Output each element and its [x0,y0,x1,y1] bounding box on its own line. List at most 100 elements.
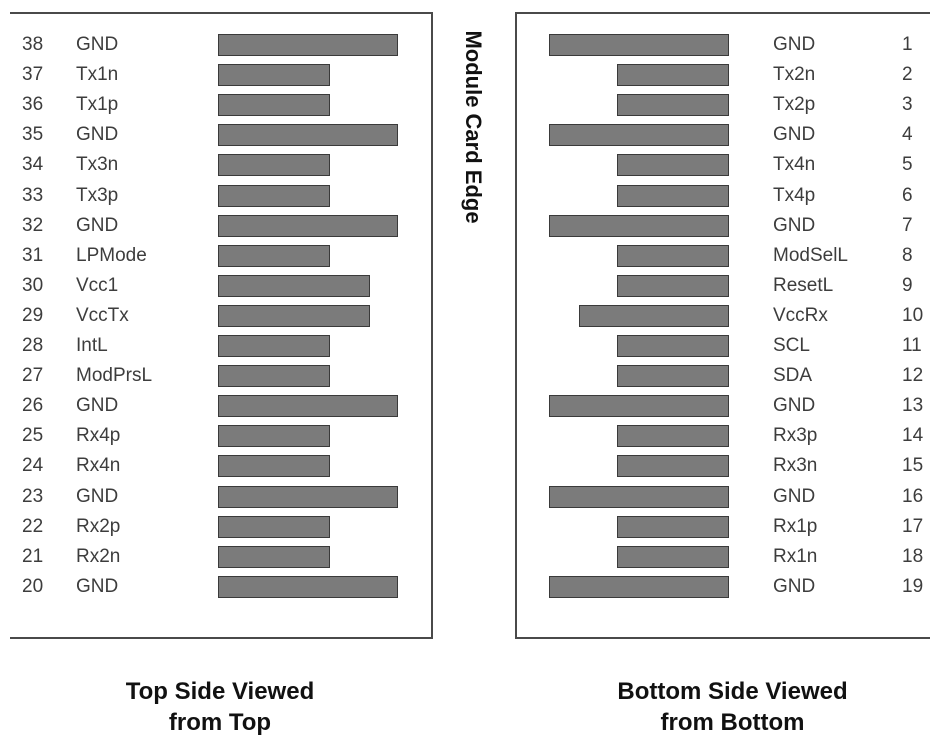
pin-signal: Tx4n [773,154,816,176]
contact-pad [218,184,330,207]
pin-signal: Tx3p [76,184,119,206]
pin-number: 26 [22,395,44,417]
pin-signal: ModPrsL [76,365,153,387]
pin-signal: GND [76,395,119,417]
contact-pad [218,485,398,508]
top-pin-row: 20 GND [10,572,431,602]
top-pin-row: 32 GND [10,211,431,241]
pin-number: 7 [902,214,913,236]
pin-signal: ModSelL [773,244,848,266]
top-pin-row: 30 Vcc1 [10,271,431,301]
pin-number: 22 [22,515,44,537]
pin-signal: GND [76,485,119,507]
contact-pad [218,124,398,147]
pin-number: 36 [22,94,44,116]
pin-number: 18 [902,545,924,567]
contact-pad [218,515,330,538]
bottom-pin-row: Tx4p 6 [517,181,930,211]
contact-pad [617,64,729,87]
pin-signal: GND [76,124,119,146]
bottom-pin-row: GND 1 [517,30,930,60]
pin-signal: Tx1n [76,64,119,86]
bottom-pin-row: SDA 12 [517,361,930,391]
contact-pad [617,545,729,568]
edge-label-text: Module Card Edge [461,30,486,224]
pin-signal: GND [773,395,816,417]
top-pin-row: 21 Rx2n [10,542,431,572]
top-pin-row: 27 ModPrsL [10,361,431,391]
top-pin-row: 34 Tx3n [10,150,431,180]
bottom-pin-row: GND 19 [517,572,930,602]
pin-signal: SCL [773,335,810,356]
bottom-side-panel: GND 1 Tx2n 2 Tx2p 3 GND 4 Tx4n 5 Tx4p 6 GND 7 ModSelL 8… [515,12,930,639]
pin-number: 8 [902,244,913,266]
pin-number: 24 [22,455,44,477]
pin-number: 33 [22,184,44,206]
pin-signal: GND [773,34,816,55]
pin-signal: GND [773,485,816,507]
bottom-pin-row: GND 7 [517,211,930,241]
contact-pad [218,214,398,237]
pin-number: 4 [902,124,913,146]
top-side-caption: Top Side Viewed from Top [40,676,400,738]
top-caption-line2: from Top [168,709,272,736]
pin-signal: Tx2n [773,64,816,86]
pin-number: 19 [902,575,924,597]
pin-number: 32 [22,214,44,236]
top-pin-row: 31 LPMode [10,241,431,271]
pin-signal: GND [773,214,816,236]
pin-number: 15 [902,455,924,477]
contact-pad [218,335,330,357]
pin-signal: Tx2p [773,94,816,116]
contact-pad [218,545,330,568]
pin-signal: Tx4p [773,184,816,206]
pin-number: 20 [22,575,44,597]
pin-number: 14 [902,425,924,447]
contact-pad [549,395,729,418]
contact-pad [617,94,729,117]
pin-number: 2 [902,64,913,86]
pin-number: 10 [902,304,924,326]
top-pin-row: 23 GND [10,482,431,512]
pin-signal: GND [76,34,119,55]
contact-pad [549,575,729,598]
pin-number: 28 [22,335,44,356]
contact-pad [218,304,370,327]
pin-number: 17 [902,515,924,537]
bottom-pin-row: Rx3n 15 [517,451,930,481]
pin-signal: Tx1p [76,94,119,116]
pin-signal: LPMode [76,244,147,266]
contact-pad [617,425,729,448]
pin-number: 13 [902,395,924,417]
contact-pad [218,94,330,117]
pin-number: 38 [22,34,44,55]
pin-signal: Rx4p [76,425,121,447]
bottom-caption-line1: Bottom Side Viewed [617,678,848,705]
pin-signal: Vcc1 [76,274,119,296]
bottom-pin-row: Rx1p 17 [517,512,930,542]
pin-number: 23 [22,485,44,507]
top-pin-row: 38 GND [10,30,431,60]
contact-pad [617,184,729,207]
bottom-pin-row: Tx4n 5 [517,150,930,180]
contact-pad [549,34,729,56]
bottom-caption-line2: from Bottom [660,709,805,736]
pin-number: 30 [22,274,44,296]
pin-number: 21 [22,545,44,567]
top-side-panel: 38 GND 37 Tx1n 36 Tx1p 35 GND 34 Tx3n 33 Tx3p 32 GND 3… [10,12,433,639]
pin-number: 9 [902,274,913,296]
pin-signal: IntL [76,335,108,356]
bottom-pin-row: GND 13 [517,391,930,421]
pin-signal: VccTx [76,304,129,326]
contact-pad [218,365,330,388]
bottom-pin-row: Tx2n 2 [517,60,930,90]
bottom-pin-row: ModSelL 8 [517,241,930,271]
pin-number: 6 [902,184,913,206]
pin-signal: GND [773,124,816,146]
top-caption-line1: Top Side Viewed [125,678,315,705]
pin-signal: ResetL [773,274,834,296]
contact-pad [579,304,729,327]
pin-number: 37 [22,64,44,86]
pin-number: 3 [902,94,913,116]
contact-pad [617,274,729,297]
